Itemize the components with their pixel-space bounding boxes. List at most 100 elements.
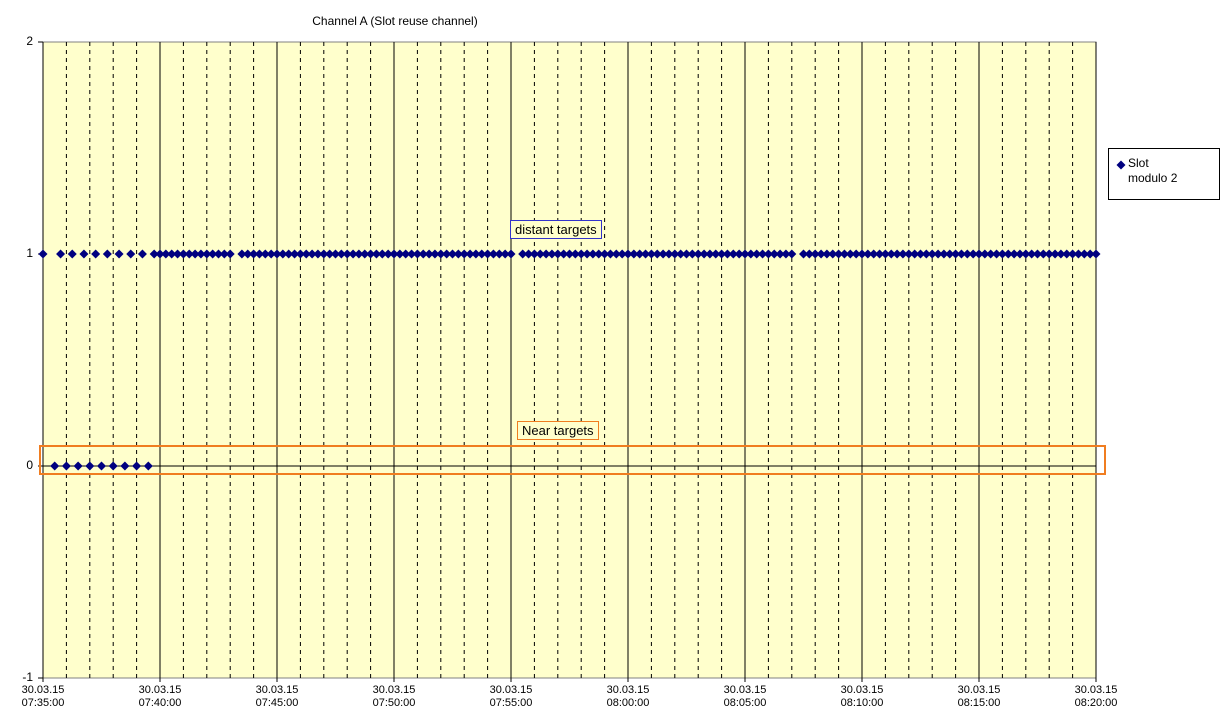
data-point — [682, 249, 691, 259]
x-tick-label: 30.03.15 08:20:00 — [1074, 684, 1118, 709]
y-tick-label: 0 — [26, 458, 33, 472]
data-point — [746, 249, 756, 259]
data-point — [184, 249, 194, 259]
data-point — [775, 249, 785, 259]
data-point — [535, 249, 545, 259]
data-point — [1044, 249, 1054, 259]
data-point — [453, 249, 463, 259]
data-point — [1091, 249, 1101, 259]
data-point — [810, 249, 820, 259]
x-tick-label: 30.03.15 08:10:00 — [840, 684, 884, 709]
data-point — [997, 249, 1007, 259]
data-point — [243, 249, 253, 259]
data-point — [693, 249, 703, 259]
data-point — [851, 249, 861, 259]
data-point — [529, 249, 539, 259]
data-point — [565, 249, 574, 259]
data-point — [886, 249, 896, 259]
data-point — [617, 249, 627, 259]
data-point — [424, 249, 434, 259]
legend-marker — [1116, 160, 1126, 170]
data-point — [336, 249, 346, 259]
data-point — [986, 249, 996, 259]
data-point — [266, 249, 276, 259]
data-point — [781, 249, 791, 259]
data-point — [652, 249, 662, 259]
data-point — [494, 249, 504, 259]
data-point — [371, 249, 381, 259]
legend-marker-svg — [1116, 160, 1126, 170]
x-tick-label: 30.03.15 07:55:00 — [489, 684, 533, 709]
data-point — [1003, 249, 1013, 259]
data-point — [383, 249, 393, 259]
data-point — [56, 249, 66, 259]
x-tick-label: 30.03.15 07:35:00 — [21, 684, 65, 709]
data-point — [395, 249, 405, 259]
data-point — [722, 249, 732, 259]
data-point — [1068, 249, 1078, 259]
highlight-box — [39, 445, 1106, 475]
data-point — [927, 249, 937, 259]
data-point — [313, 249, 323, 259]
x-tick-label: 30.03.15 07:45:00 — [255, 684, 299, 709]
data-point — [120, 461, 130, 471]
x-tick-label: 30.03.15 08:15:00 — [957, 684, 1001, 709]
data-point — [518, 249, 528, 259]
data-point — [389, 249, 399, 259]
data-point — [962, 249, 972, 259]
chart-title: Channel A (Slot reuse channel) — [312, 14, 477, 28]
data-point — [173, 249, 183, 259]
data-point — [401, 249, 411, 259]
data-point — [945, 249, 955, 259]
data-point — [804, 249, 814, 259]
data-point — [377, 249, 387, 259]
data-point — [219, 249, 229, 259]
data-point — [202, 249, 212, 259]
data-point — [734, 249, 744, 259]
data-point — [208, 249, 218, 259]
data-point — [974, 249, 984, 259]
data-point — [214, 249, 223, 259]
data-point — [67, 249, 77, 259]
data-point — [412, 249, 422, 259]
data-point — [687, 249, 697, 259]
data-point — [582, 249, 592, 259]
data-point — [699, 249, 709, 259]
legend: Slot modulo 2 — [1108, 148, 1220, 200]
data-point — [284, 249, 294, 259]
data-point — [541, 249, 551, 259]
y-tick-label: -1 — [22, 670, 33, 684]
data-point — [763, 249, 773, 259]
data-point — [459, 249, 469, 259]
data-point — [939, 249, 949, 259]
data-point — [407, 249, 417, 259]
data-point — [178, 249, 188, 259]
data-point — [161, 249, 171, 259]
x-tick-label: 30.03.15 08:00:00 — [606, 684, 650, 709]
data-point — [342, 249, 352, 259]
data-point — [278, 249, 288, 259]
data-point — [839, 249, 849, 259]
data-point — [799, 249, 808, 259]
data-point — [611, 249, 621, 259]
data-point — [1027, 249, 1037, 259]
data-point — [155, 249, 165, 259]
data-point — [331, 249, 340, 259]
data-point — [500, 249, 510, 259]
data-point — [828, 249, 838, 259]
data-point — [1015, 249, 1025, 259]
data-point — [436, 249, 446, 259]
data-point — [442, 249, 452, 259]
data-point — [430, 249, 440, 259]
data-point — [664, 249, 674, 259]
data-point — [670, 249, 680, 259]
data-point — [506, 249, 516, 259]
data-point — [553, 249, 563, 259]
data-point — [418, 249, 428, 259]
data-point — [254, 249, 264, 259]
data-point — [488, 249, 498, 259]
data-point — [605, 249, 615, 259]
data-point — [705, 249, 715, 259]
x-tick-label: 30.03.15 07:50:00 — [372, 684, 416, 709]
data-point — [869, 249, 879, 259]
